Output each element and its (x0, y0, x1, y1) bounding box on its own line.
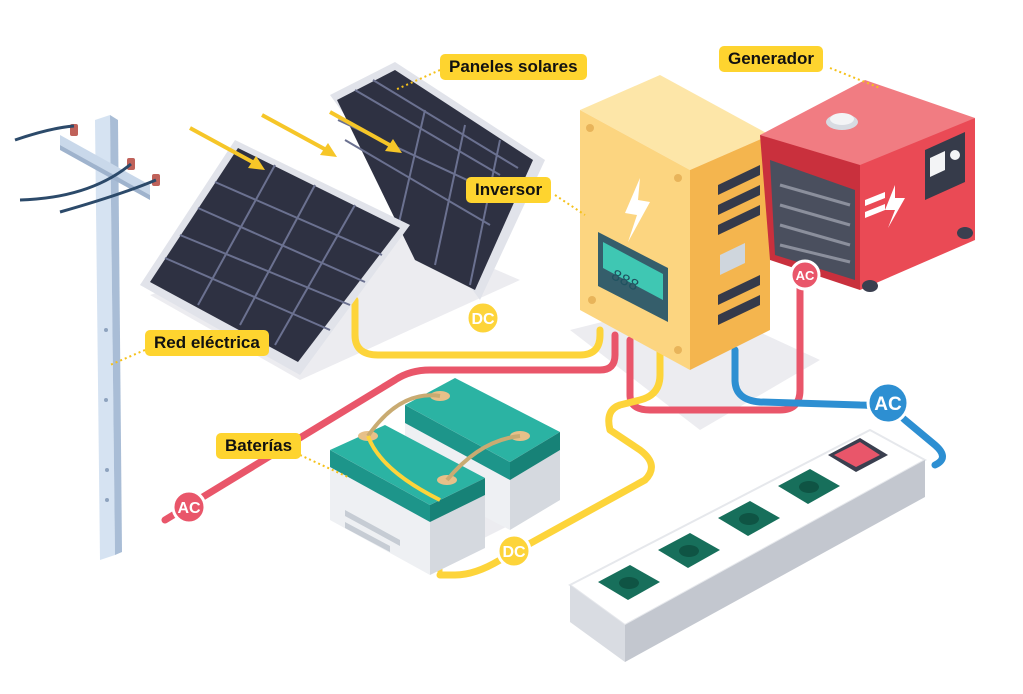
solar-panels (140, 62, 545, 375)
power-strip (568, 428, 928, 662)
ac-badge-grid: AC (171, 489, 207, 525)
ac-cable-grid (161, 331, 619, 524)
lightning-icon (625, 178, 650, 242)
svg-text:AC: AC (177, 500, 201, 517)
sunlight-arrows (189, 110, 402, 170)
label-baterias: Baterías (216, 433, 302, 459)
batteries (330, 378, 560, 575)
generator (760, 80, 975, 292)
svg-text:DC: DC (471, 311, 495, 328)
inverter: 888 (580, 75, 770, 370)
ac-badge-outlet: AC (866, 381, 910, 425)
dc-cable-batteries (436, 341, 664, 579)
svg-text:DC: DC (502, 544, 526, 561)
power-switch (828, 438, 888, 472)
outlet-socket (778, 469, 840, 504)
label-red-electrica: Red eléctrica (145, 330, 269, 356)
label-inversor: Inversor (466, 177, 552, 203)
leader-lines (109, 67, 881, 479)
outlet-socket (658, 533, 720, 568)
outlet-socket (718, 501, 780, 536)
svg-text:AC: AC (796, 268, 815, 283)
label-paneles-solares: Paneles solares (440, 54, 587, 80)
ac-badge-generator: AC (789, 259, 821, 291)
label-generador: Generador (719, 46, 823, 72)
solar-panel-front (140, 140, 410, 375)
battery-front (330, 425, 485, 575)
svg-text:AC: AC (874, 394, 902, 415)
dc-cable-panels (351, 296, 604, 359)
dc-badge-batteries: DC (496, 533, 532, 569)
dc-badge-panels: DC (465, 300, 501, 336)
outlet-socket (598, 565, 660, 600)
utility-pole (14, 115, 160, 560)
outlet-sockets (598, 469, 840, 600)
